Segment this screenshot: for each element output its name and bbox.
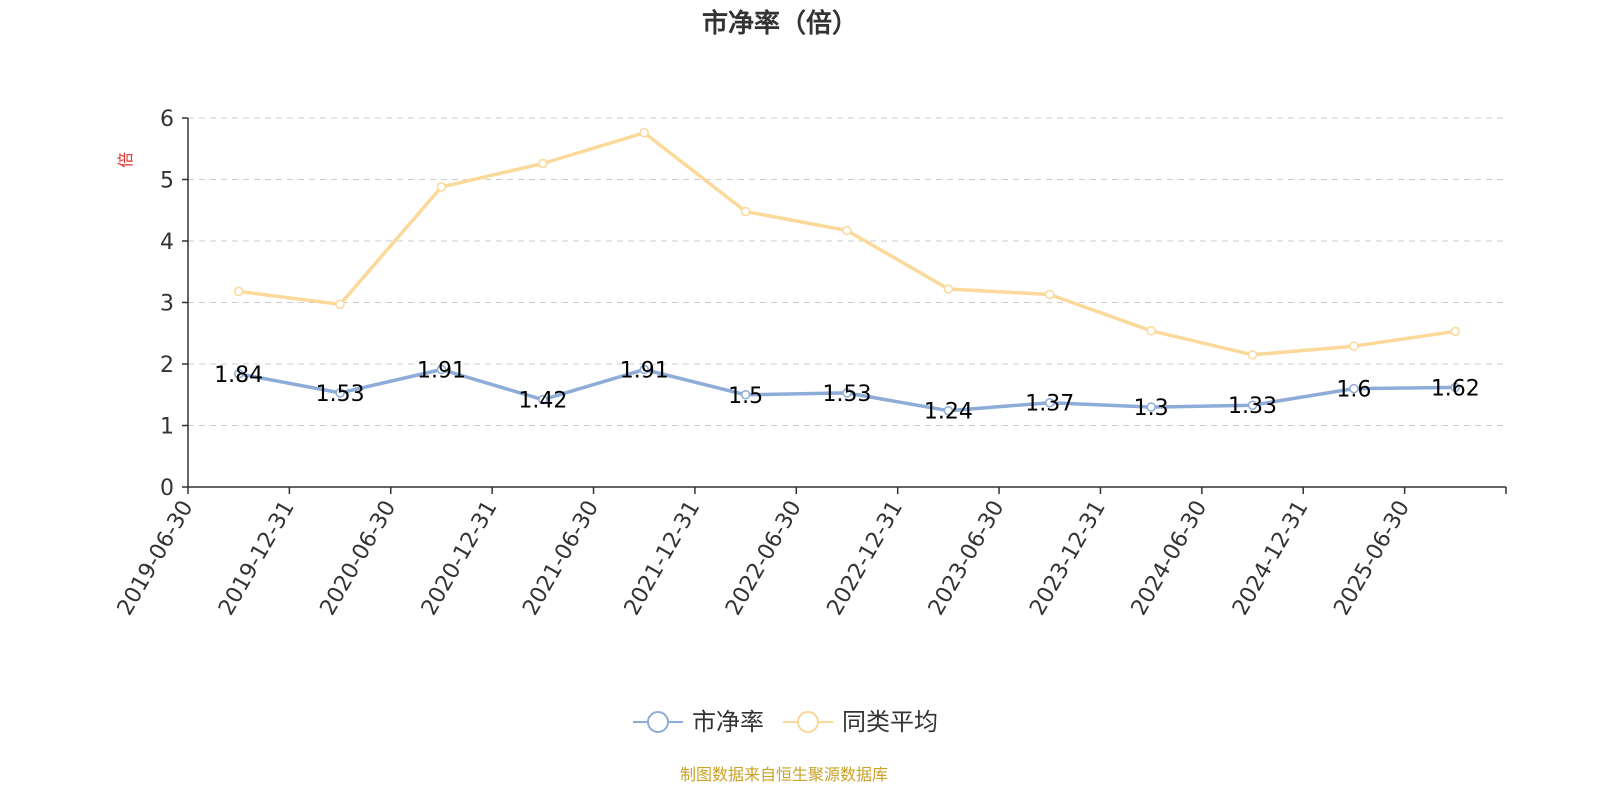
- data-label: 1.62: [1431, 376, 1480, 401]
- x-tick-label: 2020-06-30: [316, 497, 402, 620]
- legend[interactable]: 市净率 同类平均: [633, 708, 938, 736]
- data-point-pb: [639, 364, 649, 375]
- data-label: 1.24: [924, 400, 973, 425]
- data-point-pb: [740, 390, 751, 400]
- series-line-peer-avg: [238, 131, 1456, 357]
- data-point-pb: [943, 405, 954, 416]
- data-point-peer-avg: [436, 182, 447, 192]
- x-tick-label: 2019-12-31: [214, 497, 300, 620]
- data-point-pb: [1045, 397, 1055, 408]
- data-point-pb: [1247, 400, 1258, 410]
- data-point-peer-avg: [943, 284, 954, 294]
- data-label: 1.53: [823, 382, 872, 407]
- x-tick-label: 2025-06-30: [1329, 497, 1415, 620]
- grid-lines: [188, 117, 1506, 426]
- data-point-pb: [1146, 402, 1156, 412]
- x-tick-label: 2022-12-31: [823, 497, 909, 620]
- data-point-peer-avg: [639, 128, 649, 138]
- data-label: 1.37: [1025, 392, 1074, 417]
- data-point-peer-avg: [1045, 289, 1055, 300]
- data-label: 1.42: [518, 389, 567, 414]
- data-label: 1.91: [620, 359, 669, 384]
- data-label: 1.91: [417, 359, 466, 384]
- x-tick-label: 2023-12-31: [1025, 497, 1111, 620]
- y-tick-label: 3: [160, 292, 174, 317]
- data-labels: 1.84 1.53 1.91 1.42 1.91 1.5 1.53 1.24 1.37 1.3 1.…: [214, 359, 1480, 425]
- data-label: 1.6: [1336, 378, 1371, 403]
- data-label: 1.84: [214, 363, 263, 388]
- legend-label-pb: 市净率: [692, 708, 764, 736]
- x-tick-label: 2024-06-30: [1127, 497, 1213, 620]
- x-tick-label: 2022-06-30: [721, 497, 807, 620]
- y-tick-label: 2: [160, 353, 174, 378]
- x-tick-label: 2020-12-31: [417, 496, 503, 619]
- data-point-pb: [233, 369, 244, 379]
- data-label: 1.33: [1228, 394, 1277, 419]
- data-point-peer-avg: [1247, 350, 1258, 360]
- data-point-peer-avg: [335, 299, 345, 310]
- data-point-peer-avg: [842, 225, 852, 236]
- data-point-peer-avg: [1349, 341, 1359, 351]
- x-tick-label: 2023-06-30: [924, 497, 1010, 620]
- y-tick-label: 5: [160, 169, 174, 194]
- legend-marker-pb: [647, 711, 669, 733]
- data-label: 1.53: [316, 382, 365, 407]
- data-point-pb: [335, 388, 345, 398]
- data-point-pb: [1450, 382, 1461, 393]
- data-point-pb: [436, 364, 447, 375]
- data-point-peer-avg: [740, 206, 751, 217]
- legend-item-pb[interactable]: 市净率: [633, 708, 764, 736]
- y-tick-label: 1: [160, 415, 174, 440]
- legend-marker-peer-avg: [797, 711, 819, 733]
- y-axis-label: 倍: [116, 152, 135, 168]
- data-point-pb: [1349, 383, 1359, 394]
- x-tick-label: 2021-12-31: [620, 497, 706, 620]
- x-tick-label: 2024-12-31: [1228, 497, 1314, 620]
- data-point-peer-avg: [1146, 326, 1156, 336]
- data-point-peer-avg: [233, 286, 244, 297]
- x-tick-label: 2021-06-30: [518, 497, 604, 620]
- series-lines: [233, 128, 1461, 416]
- y-tick-label: 6: [160, 107, 174, 132]
- y-tick-label: 4: [160, 230, 174, 255]
- chart-title: 市净率（倍）: [702, 8, 858, 39]
- y-tick-label: 0: [160, 476, 174, 501]
- data-point-pb: [842, 388, 852, 398]
- data-point-peer-avg: [1450, 326, 1461, 337]
- data-label: 1.5: [728, 384, 763, 409]
- legend-label-peer-avg: 同类平均: [842, 708, 938, 736]
- data-point-peer-avg: [538, 158, 548, 169]
- legend-item-peer-avg[interactable]: 同类平均: [783, 708, 938, 736]
- x-tick-label: 2019-06-30: [113, 497, 199, 620]
- data-label: 1.3: [1134, 396, 1169, 421]
- data-point-pb: [538, 394, 548, 405]
- source-note: 制图数据来自恒生聚源数据库: [680, 765, 888, 784]
